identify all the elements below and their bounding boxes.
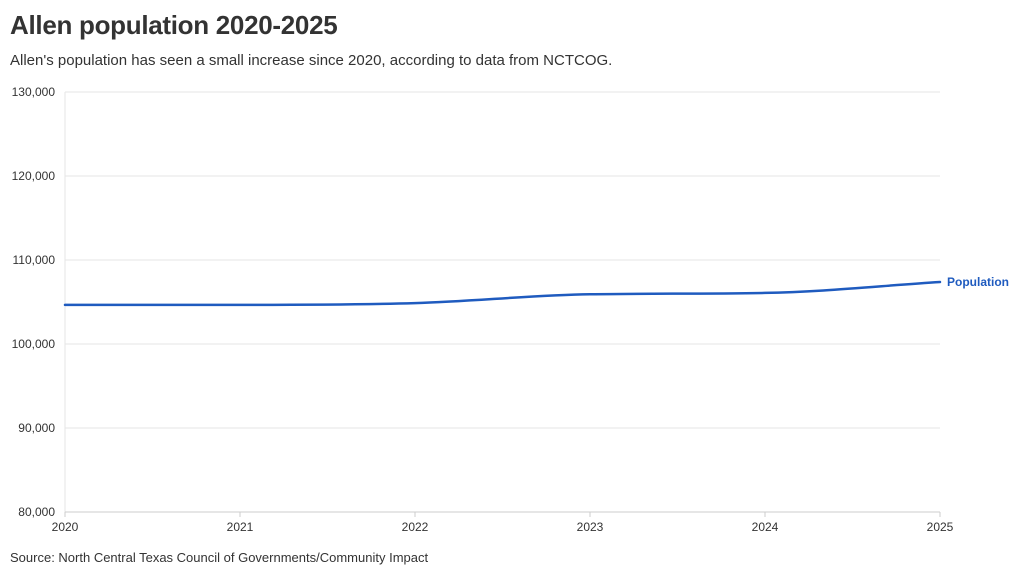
x-tick-label: 2024 <box>752 520 779 534</box>
y-tick-label: 130,000 <box>12 85 56 99</box>
series-labels: Population <box>947 275 1009 289</box>
x-tick-label: 2023 <box>577 520 604 534</box>
series-label-population: Population <box>947 275 1009 289</box>
y-axis-ticks: 80,000 90,000 100,000 110,000 120,000 130,000 <box>12 85 56 519</box>
y-tick-label: 120,000 <box>12 169 56 183</box>
x-tick-label: 2021 <box>227 520 254 534</box>
population-series-line <box>63 280 942 307</box>
source-note: Source: North Central Texas Council of G… <box>10 550 429 565</box>
x-tick-label: 2025 <box>927 520 954 534</box>
y-tick-label: 100,000 <box>12 337 56 351</box>
y-tick-label: 110,000 <box>13 253 56 267</box>
series-layer <box>63 280 942 307</box>
chart-subtitle: Allen's population has seen a small incr… <box>10 52 613 69</box>
y-tick-label: 80,000 <box>18 505 55 519</box>
x-tick-label: 2022 <box>402 520 429 534</box>
gridlines <box>65 91 940 513</box>
y-tick-label: 90,000 <box>18 421 55 435</box>
x-axis-ticks: 2020 2021 2022 2023 2024 2025 <box>52 512 954 534</box>
chart-title: Allen population 2020-2025 <box>10 10 338 40</box>
axes <box>64 92 940 513</box>
x-tick-label: 2020 <box>52 520 79 534</box>
